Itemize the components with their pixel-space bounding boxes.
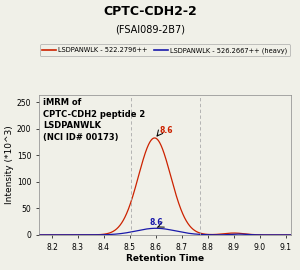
- Y-axis label: Intensity (*10^3): Intensity (*10^3): [5, 125, 14, 204]
- Text: 8.6: 8.6: [149, 218, 163, 227]
- X-axis label: Retention Time: Retention Time: [126, 254, 204, 263]
- Text: 8.6: 8.6: [160, 126, 173, 135]
- Text: CPTC-CDH2-2: CPTC-CDH2-2: [103, 5, 197, 18]
- Legend: LSDPANWLK - 522.2796++, LSDPANWLK - 526.2667++ (heavy): LSDPANWLK - 522.2796++, LSDPANWLK - 526.…: [40, 45, 290, 56]
- Text: (FSAI089-2B7): (FSAI089-2B7): [115, 24, 185, 34]
- Text: iMRM of
CPTC-CDH2 peptide 2
LSDPANWLK
(NCI ID# 00173): iMRM of CPTC-CDH2 peptide 2 LSDPANWLK (N…: [43, 98, 145, 141]
